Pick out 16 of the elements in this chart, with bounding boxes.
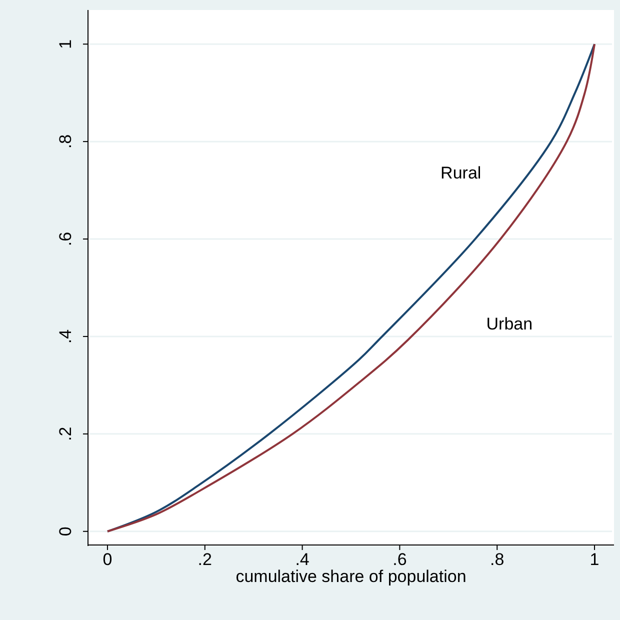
- y-tick-label: .4: [56, 329, 75, 344]
- y-tick-label: 0: [56, 526, 75, 536]
- text: Urban: [486, 314, 533, 334]
- x-tick-label: 1: [590, 550, 600, 570]
- y-tick-label: .2: [56, 426, 75, 442]
- x-tick-label: .2: [198, 550, 212, 570]
- x-tick-label: .6: [392, 550, 407, 570]
- series-label: Rural: [440, 163, 482, 182]
- y-tick-label: .8: [56, 134, 75, 149]
- x-tick-label: 0: [102, 550, 112, 570]
- line-series: [106, 43, 596, 532]
- y-tick-label: .6: [56, 232, 75, 246]
- x-tick-label: .4: [295, 550, 310, 570]
- x-tick-label: .8: [490, 550, 504, 570]
- y-tick-label: 1: [56, 39, 75, 49]
- x-axis-title: cumulative share of population: [236, 567, 466, 586]
